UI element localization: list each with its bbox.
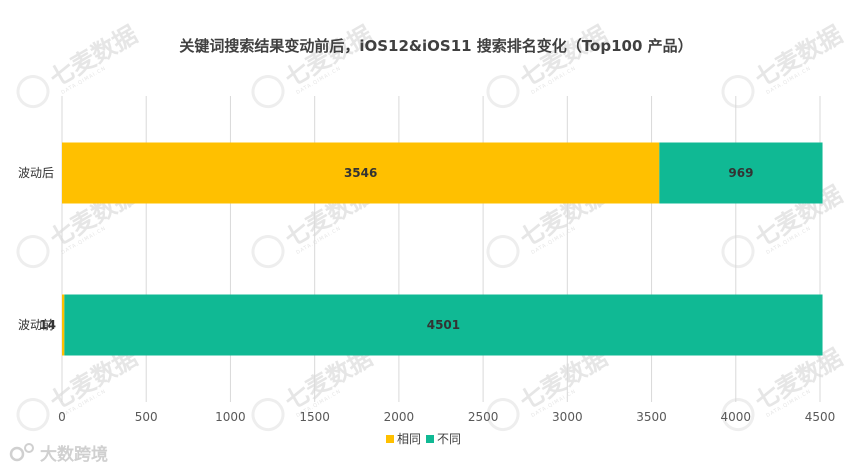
bar-不同: [659, 142, 823, 204]
watermark-cat-icon: [251, 398, 285, 432]
footer-logo-icon: [9, 443, 34, 462]
x-tick-label: 3500: [636, 410, 667, 424]
x-tick-label: 2000: [384, 410, 415, 424]
x-tick-label: 4000: [721, 410, 752, 424]
category-label: 波动前: [18, 317, 54, 332]
watermark-text: 七麦数据: [280, 20, 377, 92]
watermark-cat-icon: [251, 235, 285, 269]
gridlines: [61, 96, 821, 402]
x-tick-label: 4500: [805, 410, 836, 424]
bars: 3546 969 14 4501: [39, 142, 823, 356]
watermark-cat-icon: [486, 75, 520, 109]
data-label: 969: [728, 166, 753, 180]
watermark-cat-icon: [16, 398, 50, 432]
watermark-cat-icon: [721, 75, 755, 109]
watermark-text: 七麦数据: [515, 20, 612, 92]
footer-logo: 大数跨境: [9, 443, 108, 465]
data-label: 14: [39, 318, 56, 332]
chart-title: 关键词搜索结果变动前后，iOS12&iOS11 搜索排名变化（Top100 产品…: [179, 37, 692, 55]
x-tick-label: 3000: [552, 410, 583, 424]
bar-相同: [62, 294, 65, 356]
x-tick-label: 1000: [215, 410, 246, 424]
watermark-text: 七麦数据: [750, 20, 847, 92]
watermark-text: 七麦数据: [45, 20, 142, 92]
watermark-cat-icon: [251, 75, 285, 109]
x-tick-label: 2500: [468, 410, 499, 424]
footer-logo-text: 大数跨境: [40, 444, 108, 465]
bar-不同: [64, 294, 823, 356]
legend-label: 不同: [437, 432, 461, 446]
data-label: 4501: [427, 318, 460, 332]
x-axis-ticks: 0 500 1000 1500 2000 2500 3000 3500 4000 4500: [58, 410, 835, 424]
watermark-cat-icon: [16, 235, 50, 269]
watermark-cat-icon: [486, 398, 520, 432]
watermark-cat-icon: [486, 235, 520, 269]
category-label: 波动后: [18, 166, 54, 180]
x-tick-label: 1500: [299, 410, 330, 424]
x-tick-label: 500: [135, 410, 158, 424]
x-tick-label: 0: [58, 410, 66, 424]
data-label: 3546: [344, 166, 377, 180]
legend-swatch: [426, 435, 434, 443]
legend-label: 相同: [397, 432, 421, 446]
watermark-cat-icon: [721, 235, 755, 269]
bar-相同: [62, 142, 660, 204]
legend: 相同 不同: [386, 432, 461, 446]
watermark-cat-icon: [16, 75, 50, 109]
legend-swatch: [386, 435, 394, 443]
watermark-cat-icon: [721, 398, 755, 432]
